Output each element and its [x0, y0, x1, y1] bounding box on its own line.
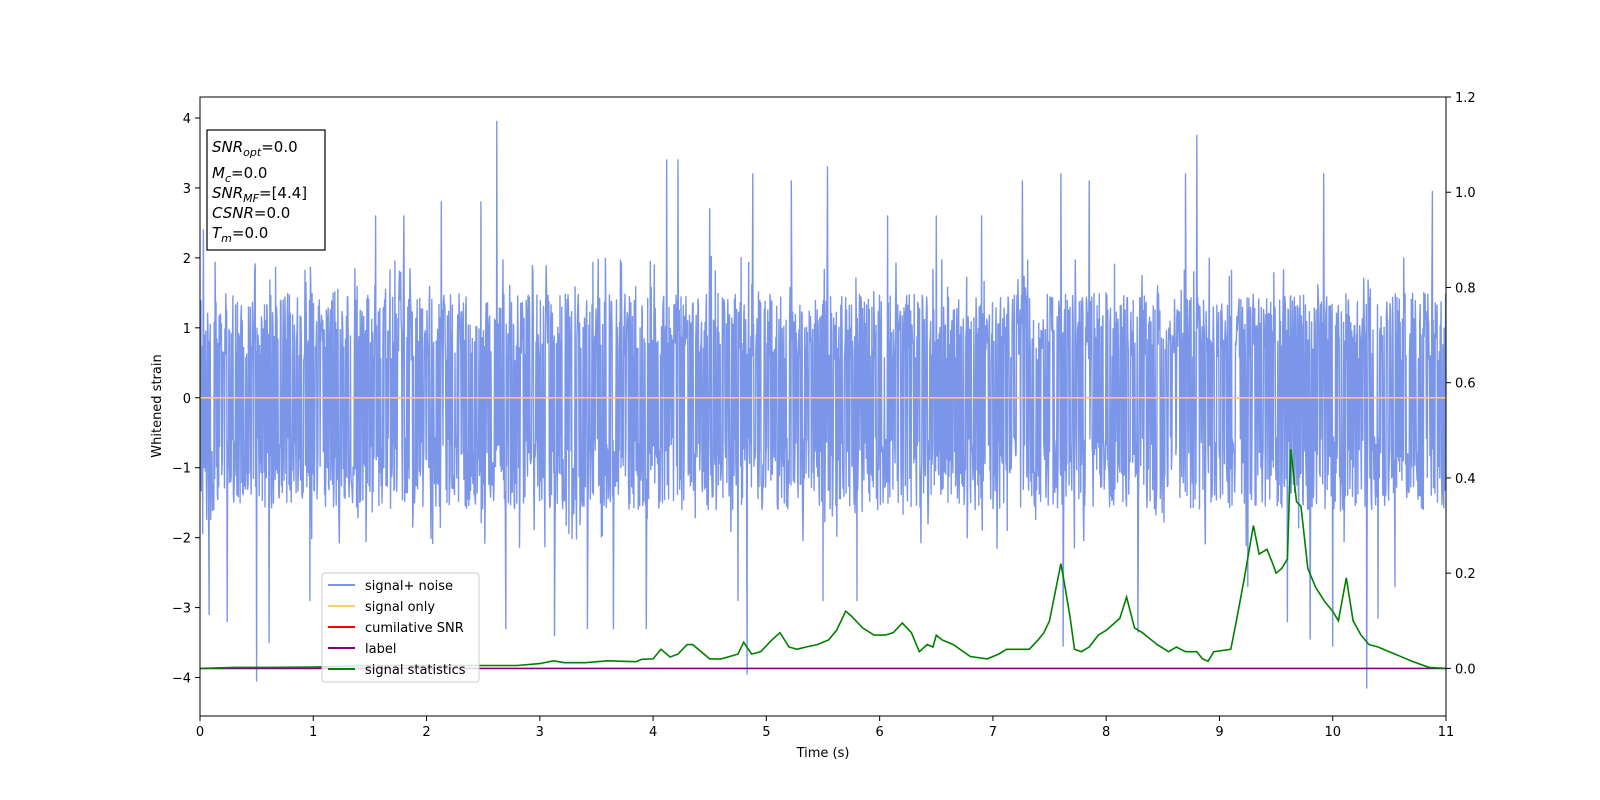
y-tick-label-left: 1: [183, 322, 191, 337]
x-tick-label: 8: [1102, 725, 1110, 740]
series-signal-noise: [200, 120, 1446, 689]
legend-label: cumilative SNR: [365, 621, 464, 636]
y-tick-label-right: 0.6: [1455, 377, 1476, 392]
y-axis-right: 0.0 0.2 0.4 0.6 0.8 1.0 1.2: [1446, 91, 1476, 677]
y-tick-label-left: 2: [183, 252, 191, 267]
info-snr-opt: SNRopt=0.0: [212, 138, 298, 159]
info-tm: Tm=0.0: [212, 224, 268, 245]
legend: signal+ noise signal only cumilative SNR la…: [321, 572, 480, 683]
x-tick-label: 4: [649, 725, 657, 740]
y-tick-label-left: −3: [172, 602, 191, 617]
y-tick-label-right: 0.4: [1455, 472, 1476, 487]
y-axis-left: −4 −3 −2 −1 0 1 2 3 4: [172, 112, 200, 687]
legend-label: label: [365, 642, 396, 657]
y-tick-label-right: 0.0: [1455, 662, 1476, 677]
y-tick-label-left: 4: [183, 112, 191, 127]
y-tick-label-left: 0: [183, 392, 191, 407]
series-line-signal-noise: [200, 120, 1446, 689]
y-tick-label-left: −1: [172, 462, 191, 477]
legend-label: signal only: [365, 600, 435, 615]
y-tick-label-left: −2: [172, 532, 191, 547]
x-tick-label: 10: [1324, 725, 1341, 740]
y-tick-label-right: 0.8: [1455, 281, 1476, 296]
x-tick-label: 6: [875, 725, 883, 740]
info-box: SNRopt=0.0 Mc=0.0 SNRMF=[4.4] CSNR=0.0 T…: [206, 129, 326, 251]
plot-frame: [199, 96, 1447, 717]
x-tick-label: 9: [1215, 725, 1223, 740]
info-snr-mf: SNRMF=[4.4]: [212, 184, 307, 205]
x-tick-label: 7: [989, 725, 997, 740]
x-tick-label: 0: [196, 725, 204, 740]
series-line-signal-statistics: [200, 449, 1446, 670]
info-csnr: CSNR=0.0: [212, 204, 290, 222]
legend-frame: [321, 572, 480, 683]
x-tick-label: 11: [1438, 725, 1455, 740]
y-tick-label-left: 3: [183, 182, 191, 197]
y-tick-label-left: −4: [172, 672, 191, 687]
info-box-frame: [206, 129, 326, 251]
x-tick-label: 2: [422, 725, 430, 740]
x-tick-label: 3: [536, 725, 544, 740]
x-axis: 0 1 2 3 4 5 6 7 8 9 10 11: [196, 716, 1454, 740]
y-tick-label-right: 1.0: [1455, 186, 1476, 201]
y-tick-label-right: 1.2: [1455, 91, 1476, 106]
info-mc: Mc=0.0: [212, 164, 267, 185]
y-tick-label-right: 0.2: [1455, 567, 1476, 582]
x-tick-label: 5: [762, 725, 770, 740]
legend-label: signal statistics: [365, 663, 466, 678]
x-axis-label: Time (s): [796, 746, 850, 761]
legend-label: signal+ noise: [365, 579, 453, 594]
y-axis-label: Whitened strain: [150, 354, 165, 457]
x-tick-label: 1: [309, 725, 317, 740]
